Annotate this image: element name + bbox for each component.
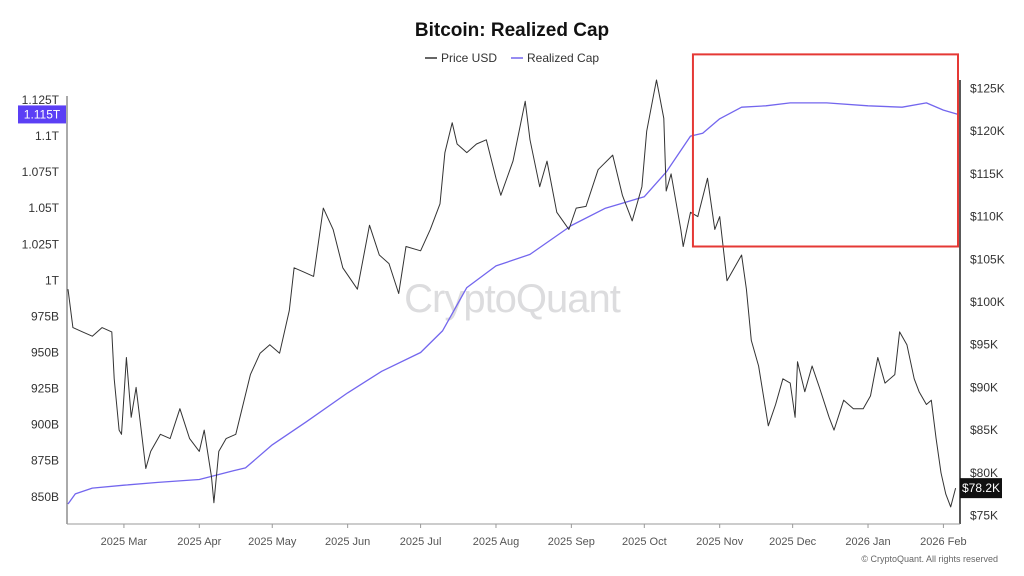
highlight-box (691, 53, 960, 248)
right-tick-label: $105K (970, 252, 1005, 266)
realized-cap-line (67, 102, 959, 505)
legend-item-realized-cap[interactable]: Realized Cap (511, 51, 599, 65)
x-tick-label: 2025 Nov (696, 536, 744, 548)
badge-layer: 1.115T $78.2K (18, 105, 1002, 499)
right-tick-label: $115K (970, 167, 1004, 181)
left-tick-label: 1.125T (22, 93, 60, 107)
left-tick-label: 1T (45, 273, 60, 287)
right-tick-label: $100K (970, 295, 1005, 309)
copyright: © CryptoQuant. All rights reserved (861, 554, 998, 564)
right-tick-label: $120K (970, 124, 1005, 138)
left-tick-label: 975B (31, 309, 59, 323)
x-tick-label: 2025 May (248, 536, 297, 548)
x-tick-label: 2026 Jan (845, 536, 890, 548)
series-layer (67, 79, 959, 508)
right-current-badge (960, 478, 1002, 499)
left-tick-label: 875B (31, 454, 59, 468)
right-axis: $75K $80K $85K $90K $95K $100K $105K $110K $115K… (959, 80, 1005, 524)
highlight-layer (691, 53, 960, 248)
right-current-label: $78.2K (962, 481, 1000, 495)
left-current-badge (18, 105, 66, 124)
x-tick-label: 2026 Feb (920, 536, 966, 548)
left-tick-label: 925B (31, 382, 59, 396)
right-tick-label: $85K (970, 423, 998, 437)
left-tick-label: 1.025T (22, 237, 60, 251)
left-current-label: 1.115T (24, 107, 61, 121)
chart-title: Bitcoin: Realized Cap (415, 20, 609, 41)
x-tick-label: 2025 Jun (325, 536, 370, 548)
x-tick-label: 2025 Jul (400, 536, 442, 548)
legend-item-price[interactable]: Price USD (425, 51, 497, 65)
x-tick-label: 2025 Sep (548, 536, 595, 548)
legend: Price USD Realized Cap (425, 51, 599, 65)
x-tick-label: 2025 Oct (622, 536, 667, 548)
legend-label-realized-cap: Realized Cap (527, 51, 599, 65)
left-tick-label: 1.05T (28, 201, 59, 215)
left-tick-label: 900B (31, 418, 59, 432)
left-tick-label: 1.075T (22, 165, 60, 179)
left-tick-label: 1.1T (35, 129, 60, 143)
left-axis: 850B 875B 900B 925B 950B 975B 1T 1.025T 1.05T 1.0… (22, 93, 68, 524)
right-tick-label: $110K (970, 210, 1004, 224)
x-tick-label: 2025 Apr (177, 536, 221, 548)
x-axis: 2025 Mar 2025 Apr 2025 May 2025 Jun 2025 Jul… (67, 523, 967, 548)
left-tick-label: 850B (31, 490, 59, 504)
right-tick-label: $80K (970, 466, 998, 480)
watermark: CryptoQuant (404, 277, 621, 321)
right-tick-label: $90K (970, 380, 998, 394)
right-tick-label: $95K (970, 338, 998, 352)
price-line (67, 79, 957, 508)
x-tick-label: 2025 Mar (101, 536, 148, 548)
right-tick-label: $125K (970, 82, 1005, 96)
x-tick-label: 2025 Dec (769, 536, 817, 548)
legend-label-price: Price USD (441, 51, 497, 65)
x-tick-label: 2025 Aug (473, 536, 520, 548)
right-tick-label: $75K (970, 508, 998, 522)
left-tick-label: 950B (31, 346, 59, 360)
